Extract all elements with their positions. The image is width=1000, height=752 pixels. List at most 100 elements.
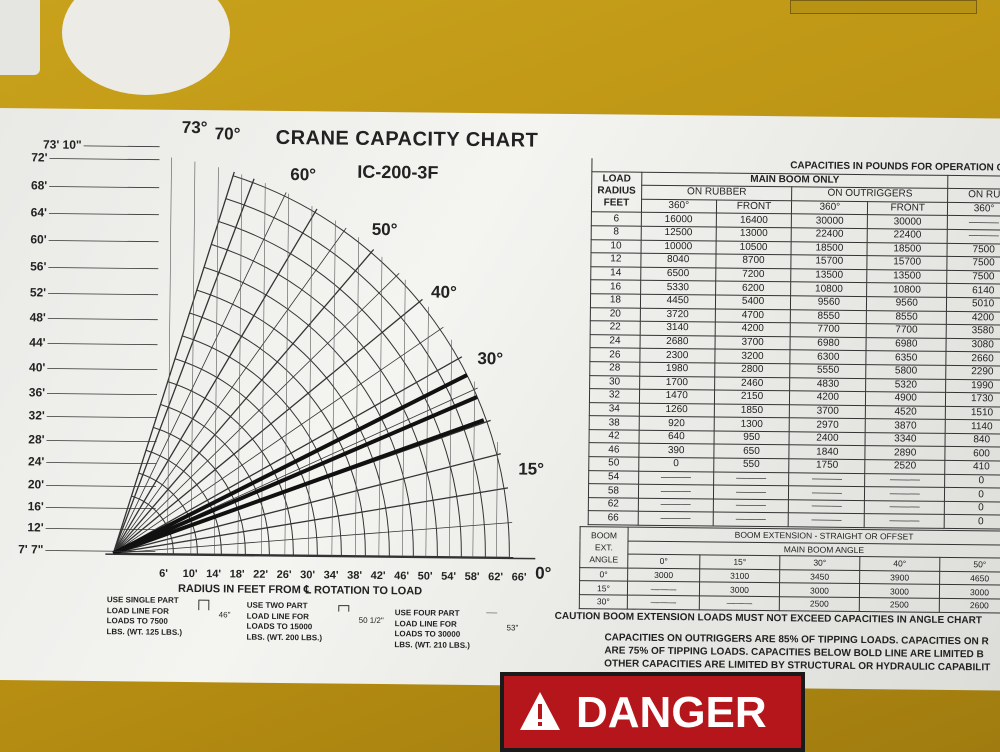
capacity-plate: CRANE CAPACITY CHART IC-200-3F CAPACITIE… [0, 108, 1000, 691]
capacity-cell: 5400 [715, 294, 792, 310]
capacity-cell: 4450 [640, 294, 716, 309]
hook-icon [198, 599, 210, 615]
angle-label: 30° [477, 349, 504, 369]
capacity-cell: 5320 [865, 378, 946, 393]
capacity-cell: 2520 [864, 459, 946, 475]
height-label: 60' [30, 232, 47, 247]
capacity-cell: 2680 [639, 334, 715, 350]
capacity-cell: 2460 [714, 376, 791, 391]
angle-label: 15° [518, 459, 545, 479]
radius-label: 62' [488, 571, 504, 584]
capacity-cell: 10000 [640, 239, 716, 255]
angle-line [112, 171, 235, 554]
danger-text: DANGER [576, 688, 767, 737]
height-tick [49, 186, 160, 189]
radius-label: 66' [511, 571, 527, 584]
capacity-cell: 2400 [789, 431, 866, 447]
capacity-cell: 4520 [865, 405, 946, 420]
capacity-cell: 0 [638, 457, 714, 472]
radius-grid [378, 256, 383, 556]
radius-grid [355, 237, 359, 556]
hook-dimension: 46" [218, 610, 231, 620]
height-label: 44' [29, 335, 46, 350]
capacity-cell: 16000 [641, 212, 717, 227]
radius-cell: 10 [591, 239, 641, 254]
axis-caption: RADIUS IN FEET FROM ℄ ROTATION TO LOAD [177, 582, 423, 598]
height-tick [48, 213, 159, 216]
radius-cell: 32 [589, 388, 640, 403]
capacity-cell: 0 [944, 514, 1000, 530]
height-label: 20' [27, 477, 45, 492]
height-tick [45, 507, 156, 510]
capacity-cell: 5800 [865, 364, 947, 379]
radius-label: 42' [370, 569, 386, 583]
radius-cell: 66 [588, 511, 639, 526]
radius-cell: 34 [589, 402, 640, 417]
extension-cell: 3000 [939, 584, 1000, 600]
danger-sign: DANGER [500, 672, 805, 752]
capacity-cell: 13500 [791, 268, 868, 283]
boom [112, 418, 485, 556]
capacity-cell: 2290 [945, 365, 1000, 380]
capacity-cell: ——— [864, 473, 945, 488]
radius-cell: 62 [588, 497, 639, 512]
radius-grid [284, 193, 289, 556]
capacity-cell: 10800 [866, 282, 947, 298]
height-label: 56' [30, 259, 47, 274]
capacity-cell: 30000 [791, 214, 868, 229]
radius-cell: 6 [591, 212, 642, 227]
angle-line [113, 326, 444, 554]
capacity-cell: 18500 [791, 241, 868, 256]
capacity-cell: 7700 [866, 323, 947, 339]
angle-header: 15° [699, 555, 780, 570]
reeving-note: LOADS TO 7500 [106, 616, 168, 626]
hook-dimension: 53" [506, 623, 519, 633]
angle-line [113, 273, 400, 554]
capacity-cell: 600 [945, 446, 1000, 462]
capacity-cell: 640 [638, 430, 714, 445]
angle-line [113, 356, 463, 554]
extension-cell: ——— [699, 595, 780, 611]
capacity-cell: 2890 [865, 446, 946, 461]
radius-grid [308, 206, 313, 556]
capacity-cell: 0 [944, 501, 1000, 516]
capacity-cell: 3720 [640, 307, 716, 323]
radius-grid [449, 339, 452, 557]
capacity-cell: 650 [713, 444, 790, 459]
capacity-cell: 4900 [865, 391, 946, 407]
range-arc [232, 175, 510, 558]
hook-icon [485, 612, 498, 615]
extension-cell: 3000 [699, 582, 780, 597]
angle-line [113, 227, 347, 554]
range-diagram [45, 145, 536, 615]
height-label: 48' [29, 310, 46, 325]
capacity-cell: 2660 [946, 351, 1000, 367]
title: CRANE CAPACITY CHART [275, 126, 539, 152]
extension-cell: 2500 [779, 596, 860, 612]
boom [112, 395, 478, 556]
height-label: 7' 7" [18, 542, 44, 557]
capacity-cell: 1990 [945, 378, 1000, 394]
boom [112, 373, 469, 555]
reeving-note: LBS. (WT. 210 LBS.) [394, 639, 471, 650]
capacity-cell: 4200 [946, 310, 1000, 326]
side-header-line: EXT. [594, 542, 613, 553]
capacity-cell: 8550 [866, 310, 947, 325]
radius-label: 18' [229, 568, 245, 581]
extension-angle: 0° [579, 567, 628, 582]
capacity-cell: 7700 [790, 322, 867, 338]
radius-label: 6' [159, 567, 168, 580]
capacity-cell: 1140 [945, 419, 1000, 435]
capacity-cell: 3080 [946, 338, 1000, 353]
reeving-note: LOADS TO 30000 [394, 629, 461, 639]
radius-grid [331, 220, 336, 556]
radius-grid [402, 279, 406, 557]
radius-cell: 14 [590, 266, 641, 281]
capacity-cell: ——— [947, 215, 1000, 231]
capacity-cell: 3580 [946, 324, 1000, 339]
capacity-cell: 9560 [866, 296, 947, 311]
extension-cell: 2500 [859, 597, 940, 612]
capacity-cell: 9560 [790, 295, 867, 311]
